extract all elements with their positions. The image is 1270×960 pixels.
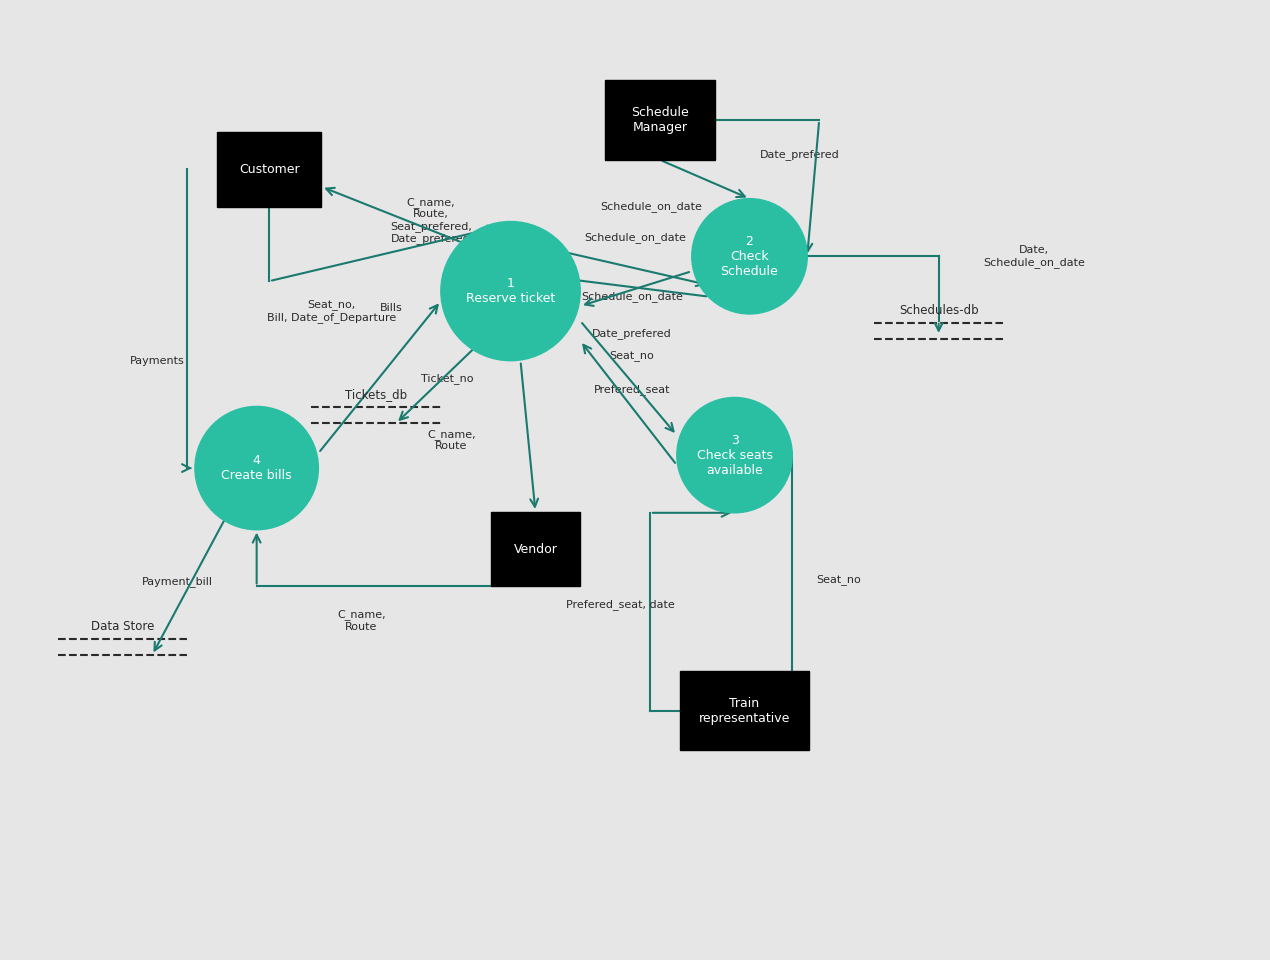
Text: Payment_bill: Payment_bill <box>141 576 212 587</box>
Text: Date,
Schedule_on_date: Date, Schedule_on_date <box>983 245 1086 268</box>
Text: Date_prefered: Date_prefered <box>592 328 672 339</box>
Text: 4
Create bills: 4 Create bills <box>221 454 292 482</box>
Text: Train
representative: Train representative <box>698 697 790 725</box>
Text: Ticket_no: Ticket_no <box>420 373 474 384</box>
Text: Schedule_on_date: Schedule_on_date <box>582 291 683 302</box>
Bar <box>217 132 321 206</box>
Circle shape <box>194 406 319 530</box>
Bar <box>679 671 809 751</box>
Text: Seat_no: Seat_no <box>610 349 654 361</box>
Text: Prefered_seat, date: Prefered_seat, date <box>565 599 674 611</box>
Text: Tickets_db: Tickets_db <box>345 389 408 401</box>
Text: 3
Check seats
available: 3 Check seats available <box>696 434 772 477</box>
Bar <box>605 81 715 160</box>
Text: C_name,
Route: C_name, Route <box>337 610 386 632</box>
Text: 2
Check
Schedule: 2 Check Schedule <box>720 235 779 277</box>
Text: Prefered_seat: Prefered_seat <box>594 385 671 396</box>
Text: Date_prefered: Date_prefered <box>759 149 839 160</box>
Text: Seat_no,
Bill, Date_of_Departure: Seat_no, Bill, Date_of_Departure <box>267 300 396 323</box>
Text: Seat_no: Seat_no <box>817 574 861 585</box>
Text: Data Store: Data Store <box>90 620 154 633</box>
Text: Customer: Customer <box>239 163 300 176</box>
Text: Schedules-db: Schedules-db <box>899 304 978 317</box>
Bar <box>490 512 580 587</box>
Text: C_name,
Route,
Seat_prefered,
Date_prefered: C_name, Route, Seat_prefered, Date_prefe… <box>390 197 472 244</box>
Circle shape <box>692 199 808 314</box>
Text: 1
Reserve ticket: 1 Reserve ticket <box>466 277 555 305</box>
Circle shape <box>677 397 792 513</box>
Text: Payments: Payments <box>130 356 184 366</box>
Circle shape <box>441 222 580 361</box>
Text: C_name,
Route: C_name, Route <box>427 429 476 451</box>
Text: Schedule
Manager: Schedule Manager <box>631 107 688 134</box>
Text: Vendor: Vendor <box>513 542 558 556</box>
Text: Schedule_on_date: Schedule_on_date <box>584 232 686 244</box>
Text: Schedule_on_date: Schedule_on_date <box>601 202 702 212</box>
Text: Bills: Bills <box>380 303 403 313</box>
